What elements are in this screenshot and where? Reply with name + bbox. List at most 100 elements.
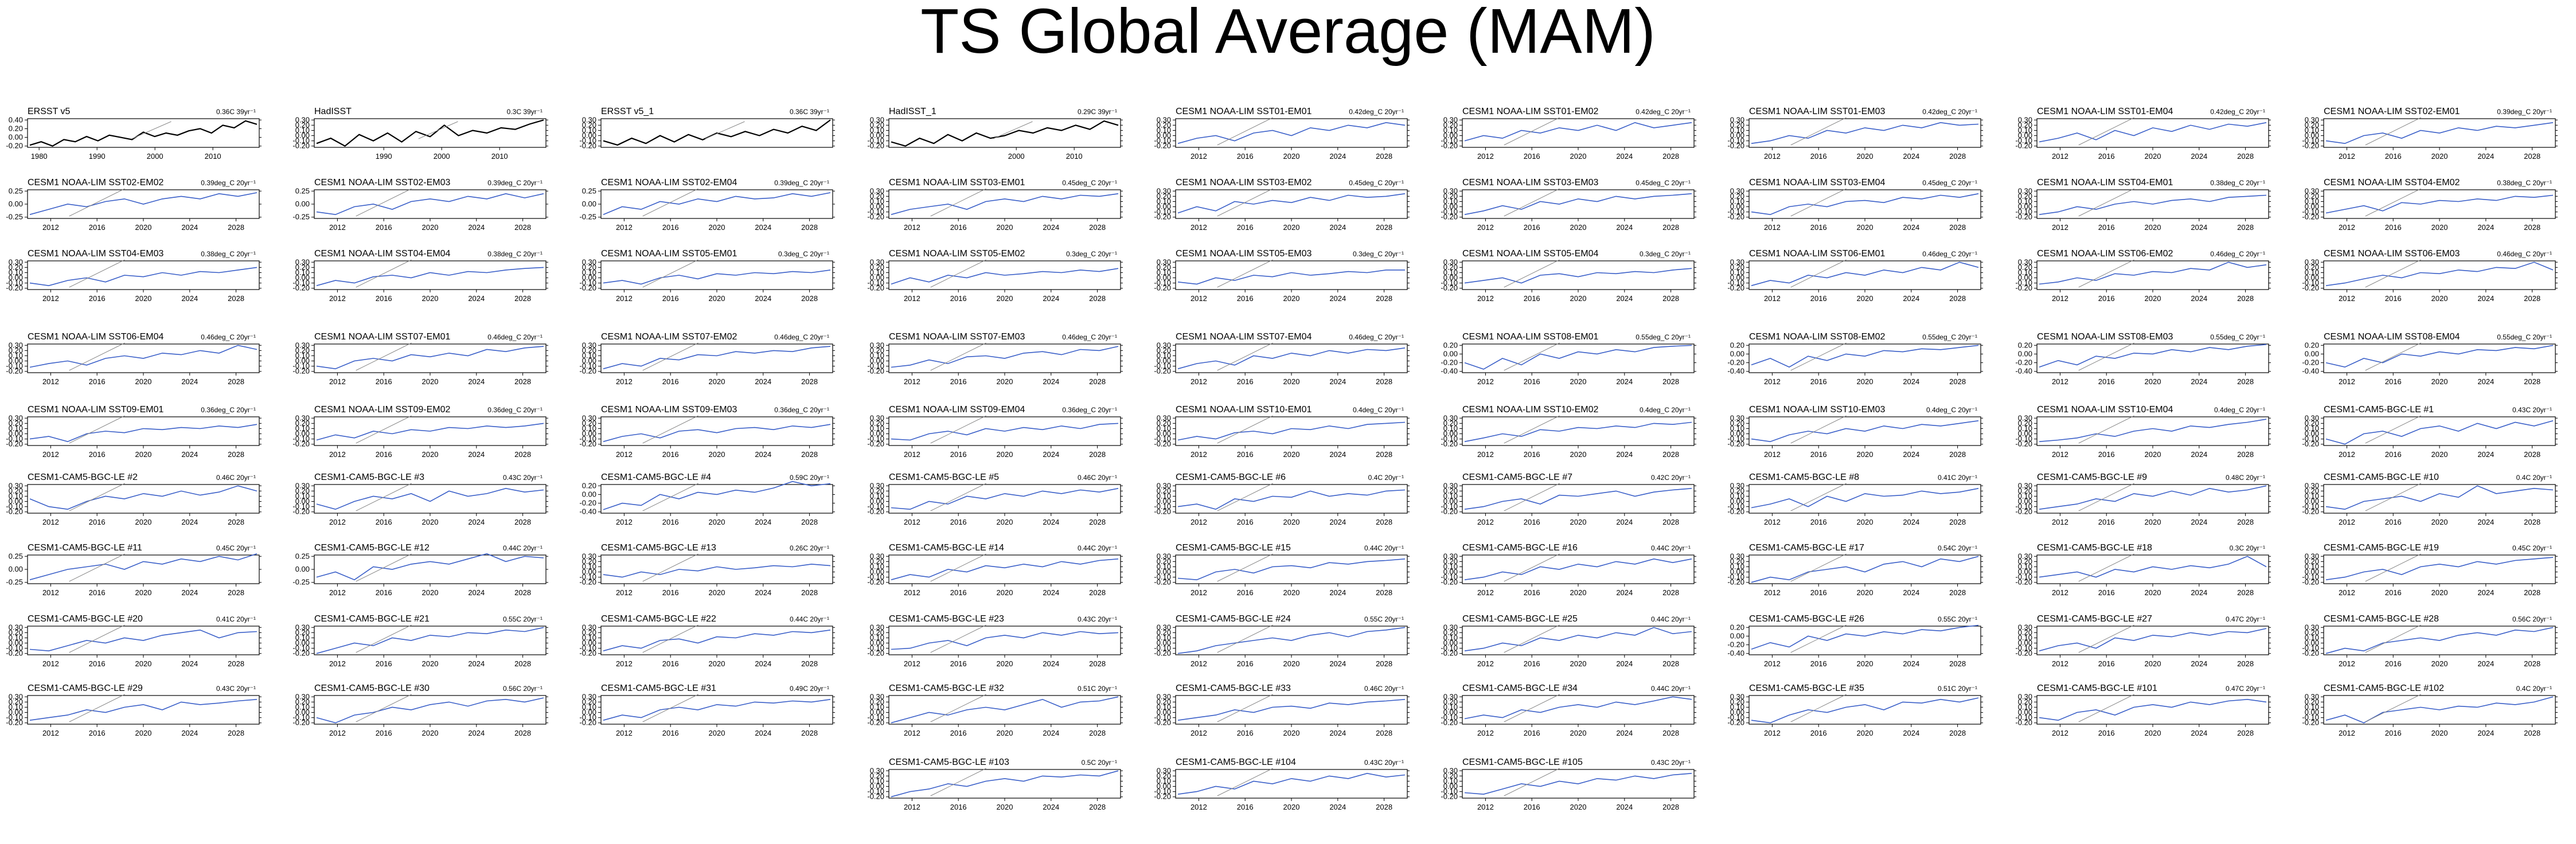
- y-tick-label: -0.10: [2015, 573, 2032, 581]
- trend-label: 0.46deg_C 20yr⁻¹: [487, 333, 542, 341]
- chart-panel: CESM1-CAM5-BGC-LE #33 0.46C 20yr⁻¹ 0.300.2…: [1154, 683, 1410, 737]
- y-tick-label: 0.30: [870, 692, 884, 701]
- panel-title: CESM1-CAM5-BGC-LE #19: [2324, 543, 2439, 553]
- y-tick-label: 0.10: [870, 268, 884, 276]
- x-tick-label: 2012: [1764, 377, 1781, 386]
- trend-line: [2365, 259, 2421, 288]
- panel-title: CESM1 NOAA-LIM SST06-EM03: [2324, 249, 2460, 259]
- y-tick-label: -0.10: [579, 573, 596, 581]
- y-tick-label: 0.10: [1157, 491, 1171, 500]
- y-tick-label: 0.10: [870, 633, 884, 642]
- x-tick-label: 2028: [801, 588, 818, 597]
- y-tick-label: 0.00: [295, 565, 310, 573]
- y-tick-label: 0.20: [1443, 120, 1458, 129]
- y-tick-label: 0.20: [870, 557, 884, 565]
- x-tick-label: 2028: [1949, 518, 1966, 526]
- trend-line: [2078, 259, 2134, 288]
- x-tick-label: 2020: [1283, 294, 1300, 303]
- y-tick-label: 0.20: [2018, 628, 2032, 636]
- x-tick-label: 2016: [662, 518, 679, 526]
- chart-panel: CESM1-CAM5-BGC-LE #7 0.42C 20yr⁻¹ 0.300.20…: [1441, 472, 1696, 526]
- y-tick-label: 0.00: [1443, 568, 1458, 576]
- trend-line: [356, 624, 412, 653]
- x-tick-label: 2024: [755, 450, 771, 459]
- y-tick-label: -0.10: [1727, 502, 1744, 511]
- trend-label: 0.42deg_C 20yr⁻¹: [1922, 108, 1977, 116]
- x-tick-label: 2020: [1283, 803, 1300, 811]
- y-tick-label: 0.10: [2305, 702, 2319, 711]
- y-tick-label: 0.10: [2305, 491, 2319, 500]
- panel-title: CESM1-CAM5-BGC-LE #33: [1176, 683, 1291, 693]
- chart-panel: CESM1 NOAA-LIM SST01-EM01 0.42deg_C 20yr⁻…: [1154, 107, 1410, 161]
- trend-line: [2078, 117, 2134, 146]
- trend-label: 0.4deg_C 20yr⁻¹: [2214, 406, 2265, 414]
- y-tick-label: 0.20: [1730, 486, 1744, 495]
- y-tick-label: 0.00: [1443, 273, 1458, 282]
- chart-panel: CESM1-CAM5-BGC-LE #102 0.4C 20yr⁻¹ 0.300.2…: [2302, 683, 2558, 737]
- x-tick-label: 2028: [1949, 588, 1966, 597]
- trend-line: [69, 483, 125, 511]
- y-tick-label: -0.10: [867, 362, 884, 370]
- plot-frame: [1462, 626, 1695, 655]
- x-tick-label: 2016: [1524, 729, 1540, 737]
- panel-title: CESM1-CAM5-BGC-LE #23: [889, 614, 1004, 624]
- y-tick-label: 0.20: [2305, 419, 2319, 427]
- y-tick-label: 0.20: [1730, 697, 1744, 706]
- y-tick-label: 0.20: [1730, 419, 1744, 427]
- y-tick-label: 0.00: [1730, 429, 1744, 438]
- chart-panel: CESM1-CAM5-BGC-LE #105 0.43C 20yr⁻¹0.300.…: [1441, 757, 1696, 811]
- y-tick-label: -0.20: [1154, 718, 1171, 727]
- x-tick-label: 2020: [135, 294, 152, 303]
- y-tick-label: -0.20: [1154, 367, 1171, 376]
- y-tick-label: 0.10: [1157, 562, 1171, 571]
- chart-panel: CESM1-CAM5-BGC-LE #4 0.59C 20yr⁻¹ 0.200.00…: [579, 472, 835, 526]
- y-tick-label: 0.20: [9, 124, 23, 132]
- series-line: [316, 627, 544, 654]
- x-tick-label: 2028: [514, 659, 531, 668]
- x-tick-label: 2020: [997, 450, 1013, 459]
- y-tick-label: 0.10: [2305, 126, 2319, 134]
- y-tick-label: 0.20: [2305, 557, 2319, 565]
- y-tick-label: -0.20: [1727, 142, 1744, 150]
- trend-line: [2365, 342, 2421, 371]
- y-tick-label: 0.10: [582, 268, 596, 276]
- x-tick-label: 2028: [801, 450, 818, 459]
- trend-label: 0.48C 20yr⁻¹: [2226, 474, 2265, 482]
- y-tick-label: -0.20: [1727, 718, 1744, 727]
- x-tick-label: 2012: [904, 223, 920, 232]
- x-tick-label: 2016: [2385, 377, 2402, 386]
- y-tick-label: 0.00: [2018, 497, 2032, 506]
- series-line: [1751, 261, 1979, 286]
- trend-line: [930, 188, 986, 217]
- x-tick-label: 2012: [329, 377, 346, 386]
- x-tick-label: 2020: [135, 450, 152, 459]
- y-tick-label: 0.00: [9, 357, 23, 365]
- y-tick-label: 0.10: [1730, 268, 1744, 276]
- x-tick-label: 2016: [1237, 377, 1254, 386]
- series-line: [891, 696, 1119, 724]
- x-tick-label: 2024: [181, 377, 198, 386]
- trend-label: 0.46deg_C 20yr⁻¹: [774, 333, 829, 341]
- x-tick-label: 2012: [329, 659, 346, 668]
- x-tick-label: 2012: [1477, 377, 1494, 386]
- x-tick-label: 2016: [89, 450, 106, 459]
- x-tick-label: 2020: [2431, 588, 2448, 597]
- trend-line: [642, 188, 698, 217]
- chart-panel: CESM1-CAM5-BGC-LE #11 0.45C 20yr⁻¹ 0.25 0.0…: [6, 543, 261, 597]
- y-tick-label: -0.10: [6, 713, 23, 722]
- y-tick-label: -0.10: [1727, 435, 1744, 443]
- trend-line: [705, 121, 745, 139]
- x-tick-label: 2012: [42, 294, 59, 303]
- x-tick-label: 2016: [1237, 588, 1254, 597]
- x-tick-label: 2024: [755, 659, 771, 668]
- series-line: [1177, 193, 1406, 214]
- x-tick-label: 2028: [1089, 588, 1106, 597]
- y-tick-label: 0.20: [295, 697, 310, 706]
- y-tick-label: -0.20: [579, 284, 596, 292]
- x-tick-label: 2028: [1376, 223, 1392, 232]
- chart-panel: CESM1 NOAA-LIM SST10-EM03 0.4deg_C 20yr⁻¹…: [1727, 405, 1983, 459]
- series-line: [29, 699, 257, 721]
- x-tick-label: 2016: [950, 659, 967, 668]
- y-tick-label: 0.10: [1730, 424, 1744, 432]
- y-tick-label: 0.20: [295, 346, 310, 354]
